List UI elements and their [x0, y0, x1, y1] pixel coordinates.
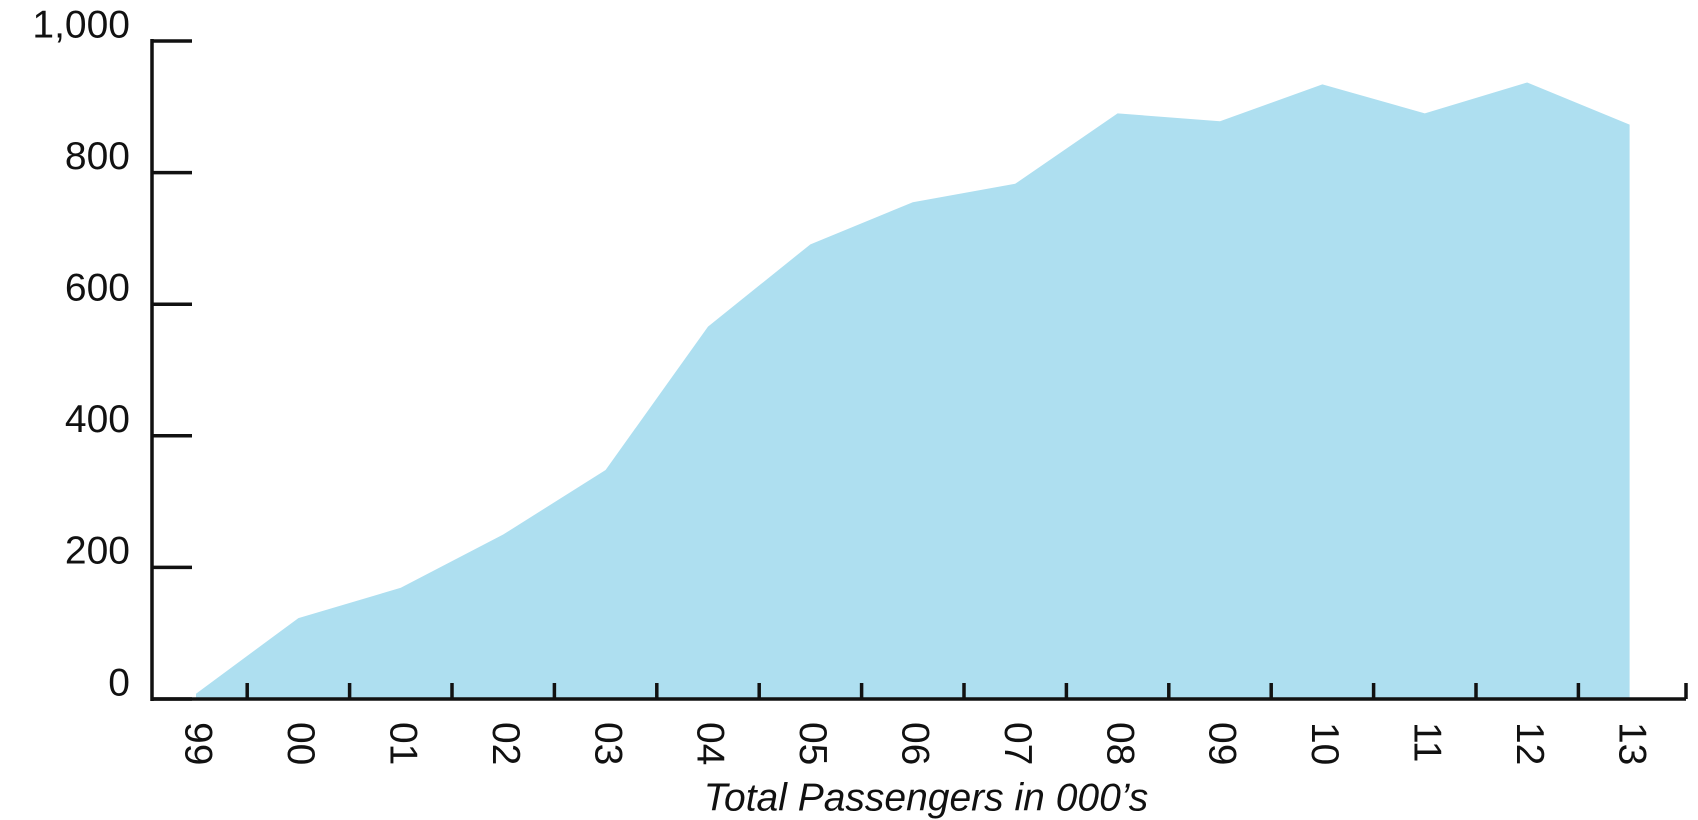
y-tick-label: 1,000	[32, 3, 130, 46]
x-tick-label: 06	[894, 722, 937, 765]
x-tick-label: 13	[1610, 722, 1653, 765]
x-tick-label: 99	[177, 722, 220, 765]
x-tick-label: 10	[1303, 722, 1346, 765]
x-tick-label: 12	[1508, 722, 1551, 765]
x-tick-label: 00	[279, 722, 322, 765]
y-tick-label: 400	[65, 398, 130, 441]
area	[196, 82, 1630, 700]
y-tick-label: 200	[65, 530, 130, 573]
x-tick-label: 01	[382, 722, 425, 765]
x-tick-label: 02	[484, 722, 527, 765]
x-tick-label: 08	[1098, 722, 1141, 765]
x-tick-label: 03	[586, 722, 629, 765]
y-tick-label: 0	[108, 661, 130, 704]
y-tick-label: 800	[65, 135, 130, 178]
x-tick-label: 11	[1406, 722, 1449, 763]
x-tick-label: 09	[1201, 722, 1244, 765]
x-tick-label: 07	[996, 722, 1039, 765]
y-tick-label: 600	[65, 266, 130, 309]
x-tick-label: 04	[689, 722, 732, 765]
x-tick-label: 05	[791, 722, 834, 765]
x-axis-title: Total Passengers in 000’s	[704, 776, 1148, 819]
